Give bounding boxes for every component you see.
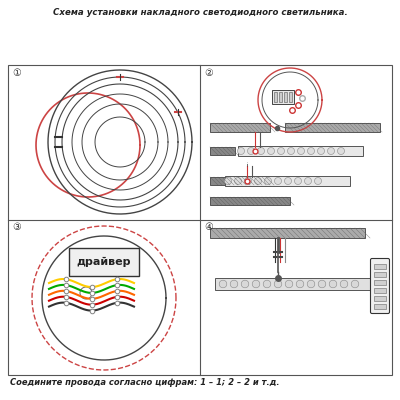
Circle shape <box>298 148 304 154</box>
Circle shape <box>351 280 359 288</box>
Circle shape <box>80 287 92 299</box>
Circle shape <box>307 280 315 288</box>
Circle shape <box>234 178 242 184</box>
Circle shape <box>285 280 293 288</box>
Circle shape <box>230 280 238 288</box>
Bar <box>272 90 294 104</box>
Circle shape <box>252 280 260 288</box>
Bar <box>210 228 365 238</box>
Circle shape <box>224 178 232 184</box>
Bar <box>210 177 270 185</box>
Bar <box>374 288 386 293</box>
Text: ④: ④ <box>204 222 213 232</box>
Circle shape <box>328 148 334 154</box>
Bar <box>289 92 292 102</box>
Bar <box>225 176 350 186</box>
Circle shape <box>244 178 252 184</box>
Bar <box>374 304 386 309</box>
Circle shape <box>219 280 227 288</box>
Text: ③: ③ <box>12 222 21 232</box>
Bar <box>8 65 392 375</box>
Bar <box>210 123 270 132</box>
Circle shape <box>258 148 264 154</box>
Circle shape <box>340 280 348 288</box>
Circle shape <box>294 178 302 184</box>
Circle shape <box>268 148 274 154</box>
Circle shape <box>288 148 294 154</box>
Circle shape <box>264 178 272 184</box>
Circle shape <box>314 178 322 184</box>
Bar <box>69 248 139 276</box>
Circle shape <box>254 178 262 184</box>
Circle shape <box>284 178 292 184</box>
Bar <box>284 92 287 102</box>
Circle shape <box>318 280 326 288</box>
Text: Соедините провода согласно цифрам: 1 – 1; 2 – 2 и т.д.: Соедините провода согласно цифрам: 1 – 1… <box>10 378 280 387</box>
Text: ①: ① <box>12 68 21 78</box>
Circle shape <box>278 148 284 154</box>
Circle shape <box>274 178 282 184</box>
Bar <box>215 278 370 290</box>
Circle shape <box>304 178 312 184</box>
Circle shape <box>263 280 271 288</box>
Bar <box>238 146 363 156</box>
Circle shape <box>238 148 244 154</box>
Bar <box>274 92 277 102</box>
Bar <box>374 272 386 277</box>
Text: драйвер: драйвер <box>77 257 131 267</box>
Bar <box>210 197 290 205</box>
Circle shape <box>329 280 337 288</box>
Circle shape <box>248 148 254 154</box>
Circle shape <box>318 148 324 154</box>
Bar <box>374 264 386 269</box>
Circle shape <box>308 148 314 154</box>
Bar <box>210 147 235 155</box>
FancyBboxPatch shape <box>370 258 390 314</box>
Circle shape <box>338 148 344 154</box>
Text: Схема установки накладного светодиодного светильника.: Схема установки накладного светодиодного… <box>53 8 347 17</box>
Text: ②: ② <box>204 68 213 78</box>
Circle shape <box>274 280 282 288</box>
Circle shape <box>241 280 249 288</box>
Bar <box>279 92 282 102</box>
Bar <box>285 123 380 132</box>
Bar <box>374 280 386 285</box>
Circle shape <box>296 280 304 288</box>
Bar <box>374 296 386 301</box>
